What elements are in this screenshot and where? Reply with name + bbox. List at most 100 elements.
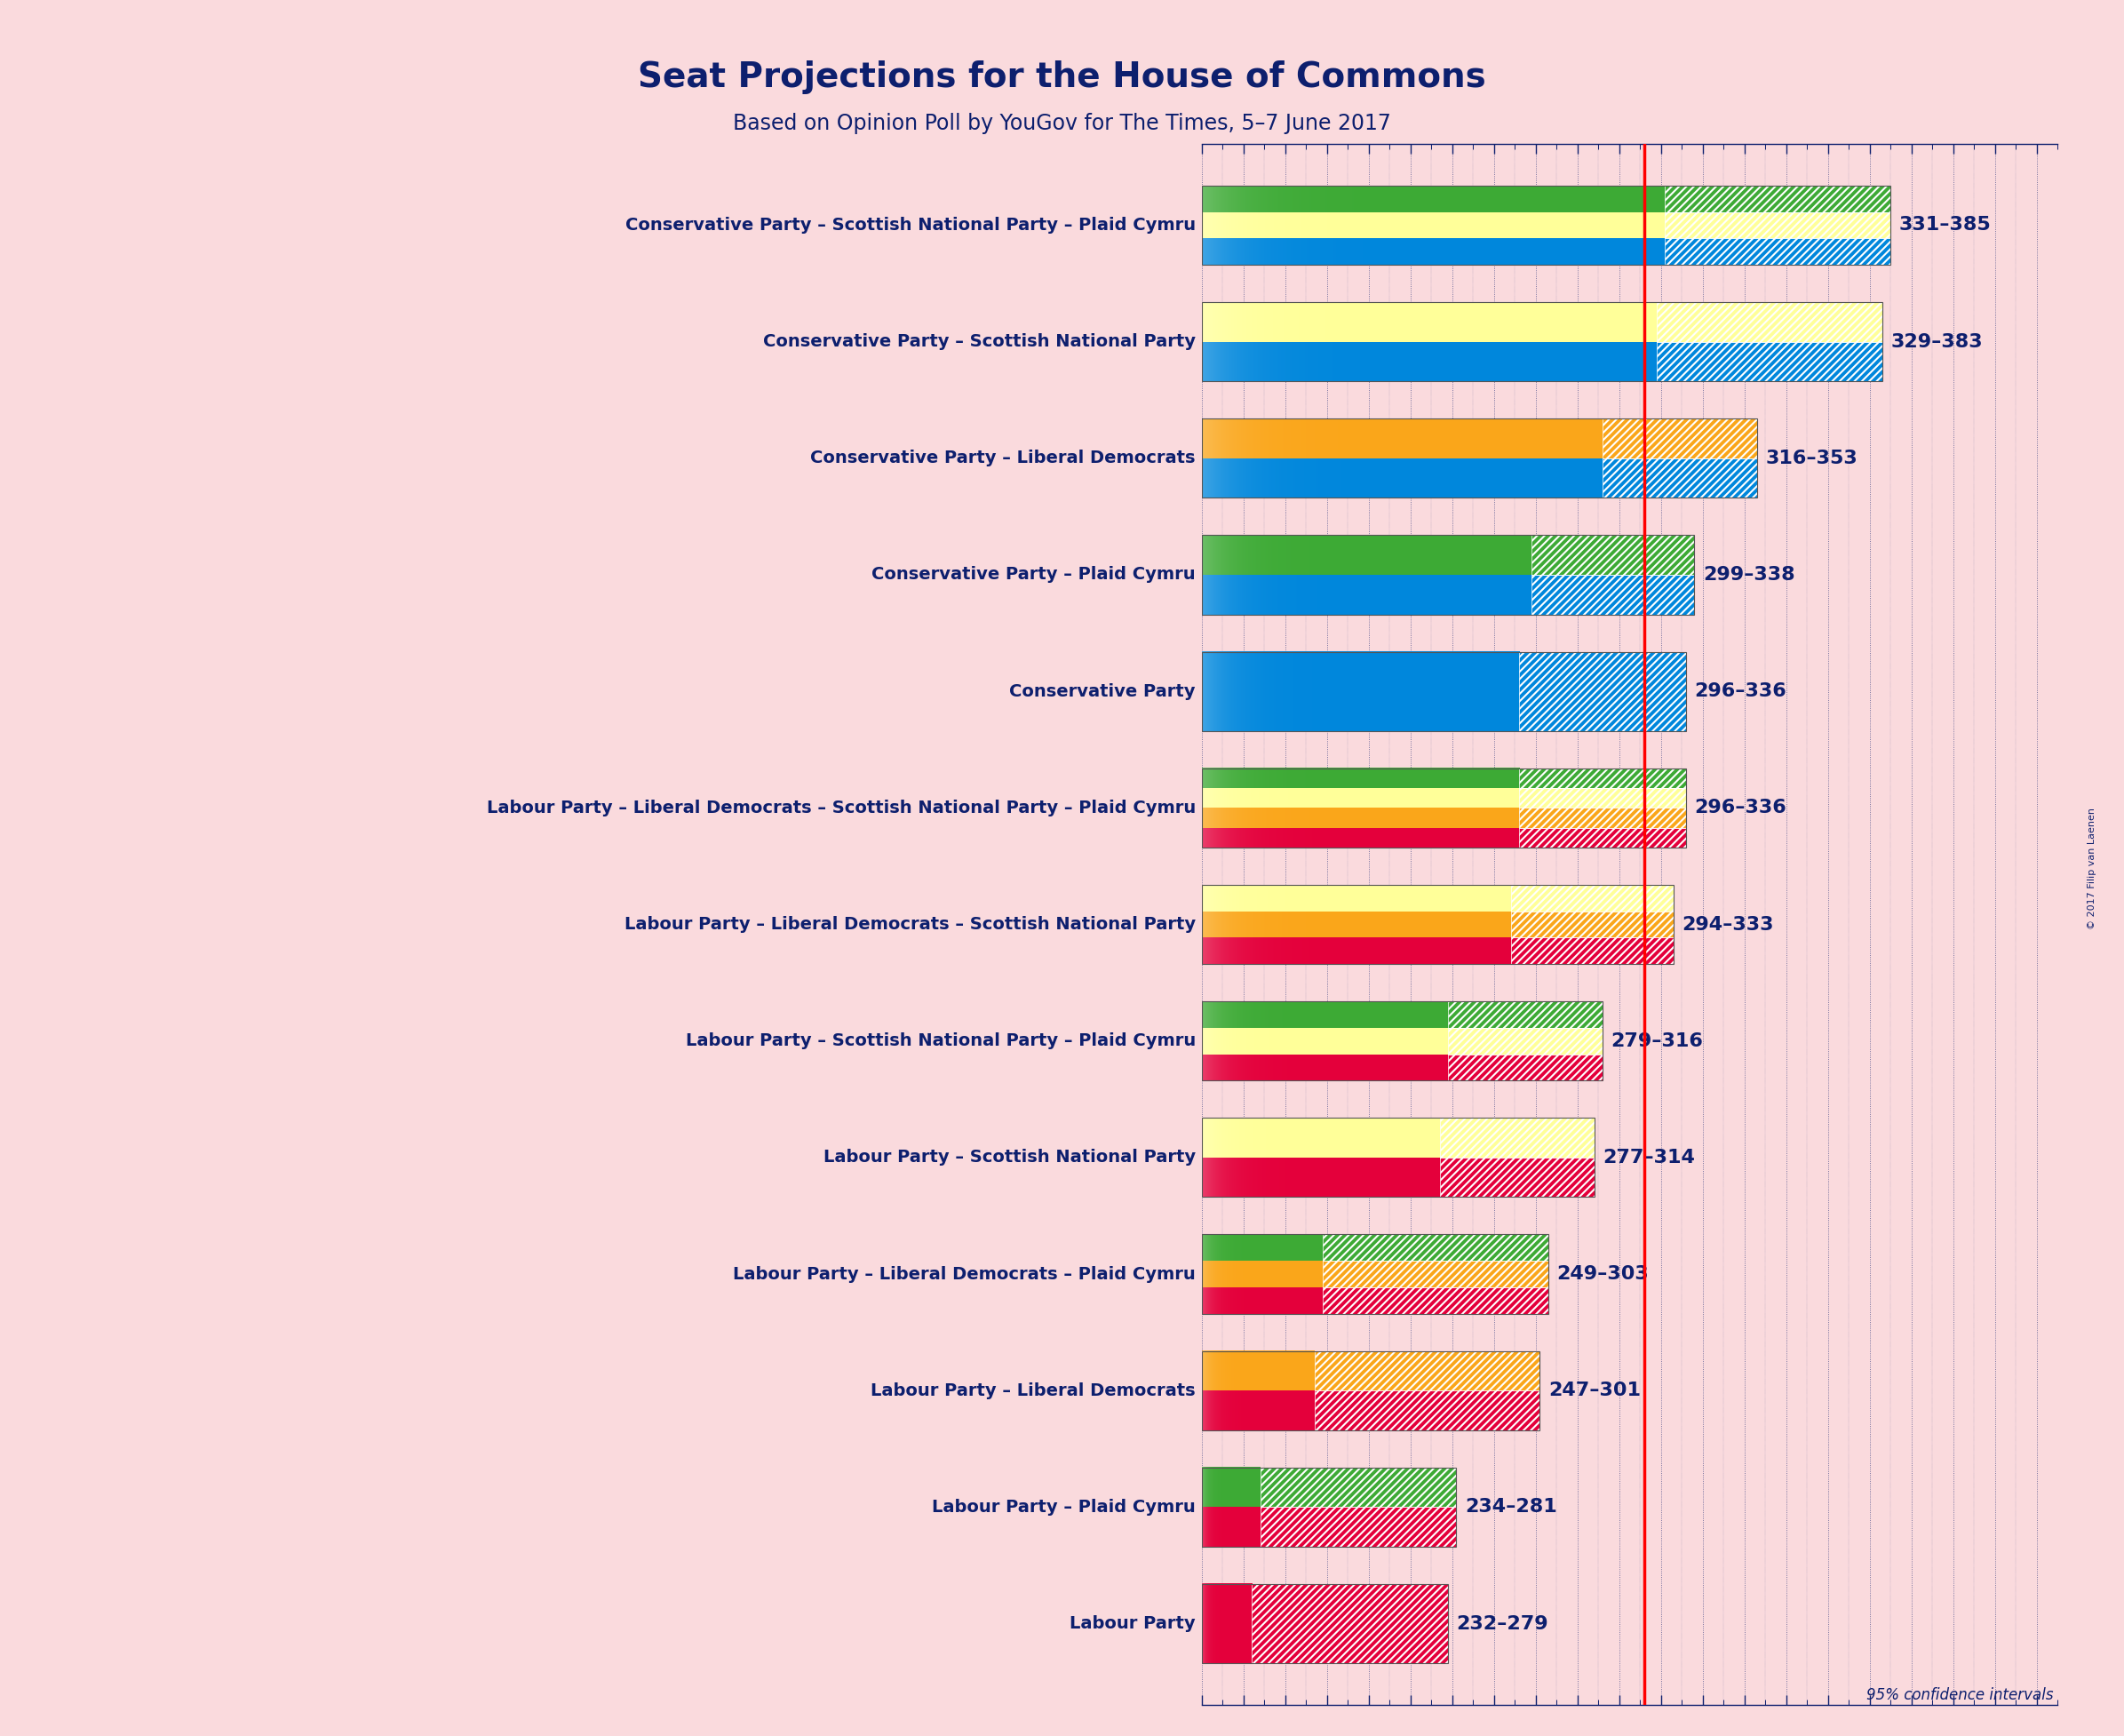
- Bar: [1531, 535, 1695, 575]
- Bar: [1519, 828, 1686, 847]
- Text: Labour Party – Scottish National Party – Plaid Cymru: Labour Party – Scottish National Party –…: [686, 1033, 1196, 1049]
- Text: Conservative Party: Conservative Party: [1009, 682, 1196, 700]
- Text: Labour Party – Plaid Cymru: Labour Party – Plaid Cymru: [932, 1498, 1196, 1516]
- Bar: [1202, 1467, 1457, 1547]
- Bar: [1510, 937, 1674, 963]
- Text: Conservative Party – Liberal Democrats: Conservative Party – Liberal Democrats: [811, 450, 1196, 467]
- Bar: [1260, 1507, 1457, 1547]
- Bar: [1202, 535, 1695, 615]
- Bar: [1260, 1507, 1457, 1547]
- Text: Labour Party – Liberal Democrats: Labour Party – Liberal Democrats: [871, 1382, 1196, 1399]
- Bar: [1202, 769, 1686, 847]
- Bar: [1449, 1028, 1601, 1054]
- Bar: [1449, 1002, 1601, 1028]
- Bar: [1665, 212, 1890, 238]
- Bar: [1315, 1351, 1540, 1391]
- Bar: [1323, 1234, 1548, 1260]
- Bar: [1665, 186, 1890, 212]
- Bar: [1665, 238, 1890, 264]
- Bar: [1323, 1288, 1548, 1314]
- Bar: [1601, 418, 1757, 458]
- Bar: [1510, 885, 1674, 911]
- Bar: [1202, 1118, 1595, 1198]
- Bar: [1202, 651, 1686, 731]
- Bar: [1510, 911, 1674, 937]
- Bar: [1519, 651, 1686, 731]
- Bar: [1601, 458, 1757, 498]
- Bar: [1449, 1002, 1601, 1028]
- Bar: [1323, 1234, 1548, 1260]
- Bar: [1449, 1054, 1601, 1080]
- Bar: [1449, 1054, 1601, 1080]
- Text: 294–333: 294–333: [1682, 915, 1774, 934]
- Bar: [1323, 1260, 1548, 1288]
- Bar: [1601, 418, 1757, 458]
- Text: 95% confidence intervals: 95% confidence intervals: [1867, 1687, 2054, 1703]
- Text: 316–353: 316–353: [1765, 450, 1858, 467]
- Text: 249–303: 249–303: [1557, 1266, 1648, 1283]
- Bar: [1202, 302, 1882, 382]
- Text: Labour Party – Liberal Democrats – Scottish National Party – Plaid Cymru: Labour Party – Liberal Democrats – Scott…: [486, 800, 1196, 816]
- Bar: [1315, 1351, 1540, 1391]
- Bar: [1323, 1260, 1548, 1288]
- Bar: [1510, 937, 1674, 963]
- Bar: [1202, 1585, 1449, 1663]
- Bar: [1260, 1467, 1457, 1507]
- Bar: [1657, 302, 1882, 342]
- Bar: [1440, 1158, 1595, 1198]
- Bar: [1665, 186, 1890, 212]
- Bar: [1519, 807, 1686, 828]
- Bar: [1510, 911, 1674, 937]
- Text: 296–336: 296–336: [1695, 799, 1786, 816]
- Bar: [1601, 458, 1757, 498]
- Text: 299–338: 299–338: [1703, 566, 1795, 583]
- Bar: [1519, 788, 1686, 807]
- Bar: [1531, 535, 1695, 575]
- Bar: [1323, 1288, 1548, 1314]
- Bar: [1202, 1351, 1540, 1430]
- Text: 234–281: 234–281: [1466, 1498, 1557, 1516]
- Bar: [1665, 238, 1890, 264]
- Bar: [1315, 1391, 1540, 1430]
- Bar: [1440, 1118, 1595, 1158]
- Text: Conservative Party – Scottish National Party: Conservative Party – Scottish National P…: [763, 333, 1196, 351]
- Bar: [1202, 418, 1757, 498]
- Text: Labour Party – Liberal Democrats – Scottish National Party: Labour Party – Liberal Democrats – Scott…: [624, 917, 1196, 932]
- Bar: [1202, 186, 1890, 264]
- Bar: [1202, 1002, 1601, 1080]
- Bar: [1531, 575, 1695, 615]
- Text: 247–301: 247–301: [1548, 1382, 1640, 1399]
- Bar: [1449, 1028, 1601, 1054]
- Bar: [1519, 769, 1686, 788]
- Text: 232–279: 232–279: [1457, 1614, 1548, 1632]
- Text: Labour Party – Liberal Democrats – Plaid Cymru: Labour Party – Liberal Democrats – Plaid…: [733, 1266, 1196, 1283]
- Bar: [1251, 1585, 1449, 1663]
- Bar: [1531, 575, 1695, 615]
- Bar: [1519, 828, 1686, 847]
- Text: Conservative Party – Plaid Cymru: Conservative Party – Plaid Cymru: [871, 566, 1196, 583]
- Text: 329–383: 329–383: [1890, 333, 1982, 351]
- Text: Labour Party – Scottish National Party: Labour Party – Scottish National Party: [824, 1149, 1196, 1167]
- Bar: [1202, 1234, 1548, 1314]
- Text: Conservative Party – Scottish National Party – Plaid Cymru: Conservative Party – Scottish National P…: [624, 217, 1196, 234]
- Bar: [1440, 1118, 1595, 1158]
- Bar: [1510, 885, 1674, 911]
- Bar: [1519, 651, 1686, 731]
- Text: 296–336: 296–336: [1695, 682, 1786, 700]
- Bar: [1665, 212, 1890, 238]
- Text: 331–385: 331–385: [1899, 217, 1990, 234]
- Bar: [1657, 342, 1882, 382]
- Bar: [1657, 342, 1882, 382]
- Bar: [1519, 788, 1686, 807]
- Bar: [1519, 769, 1686, 788]
- Text: 277–314: 277–314: [1601, 1149, 1695, 1167]
- Bar: [1260, 1467, 1457, 1507]
- Bar: [1440, 1158, 1595, 1198]
- Text: 279–316: 279–316: [1610, 1033, 1703, 1050]
- Bar: [1251, 1585, 1449, 1663]
- Text: Labour Party: Labour Party: [1070, 1614, 1196, 1632]
- Bar: [1202, 885, 1674, 963]
- Text: Seat Projections for the House of Commons: Seat Projections for the House of Common…: [637, 61, 1487, 94]
- Bar: [1519, 807, 1686, 828]
- Bar: [1315, 1391, 1540, 1430]
